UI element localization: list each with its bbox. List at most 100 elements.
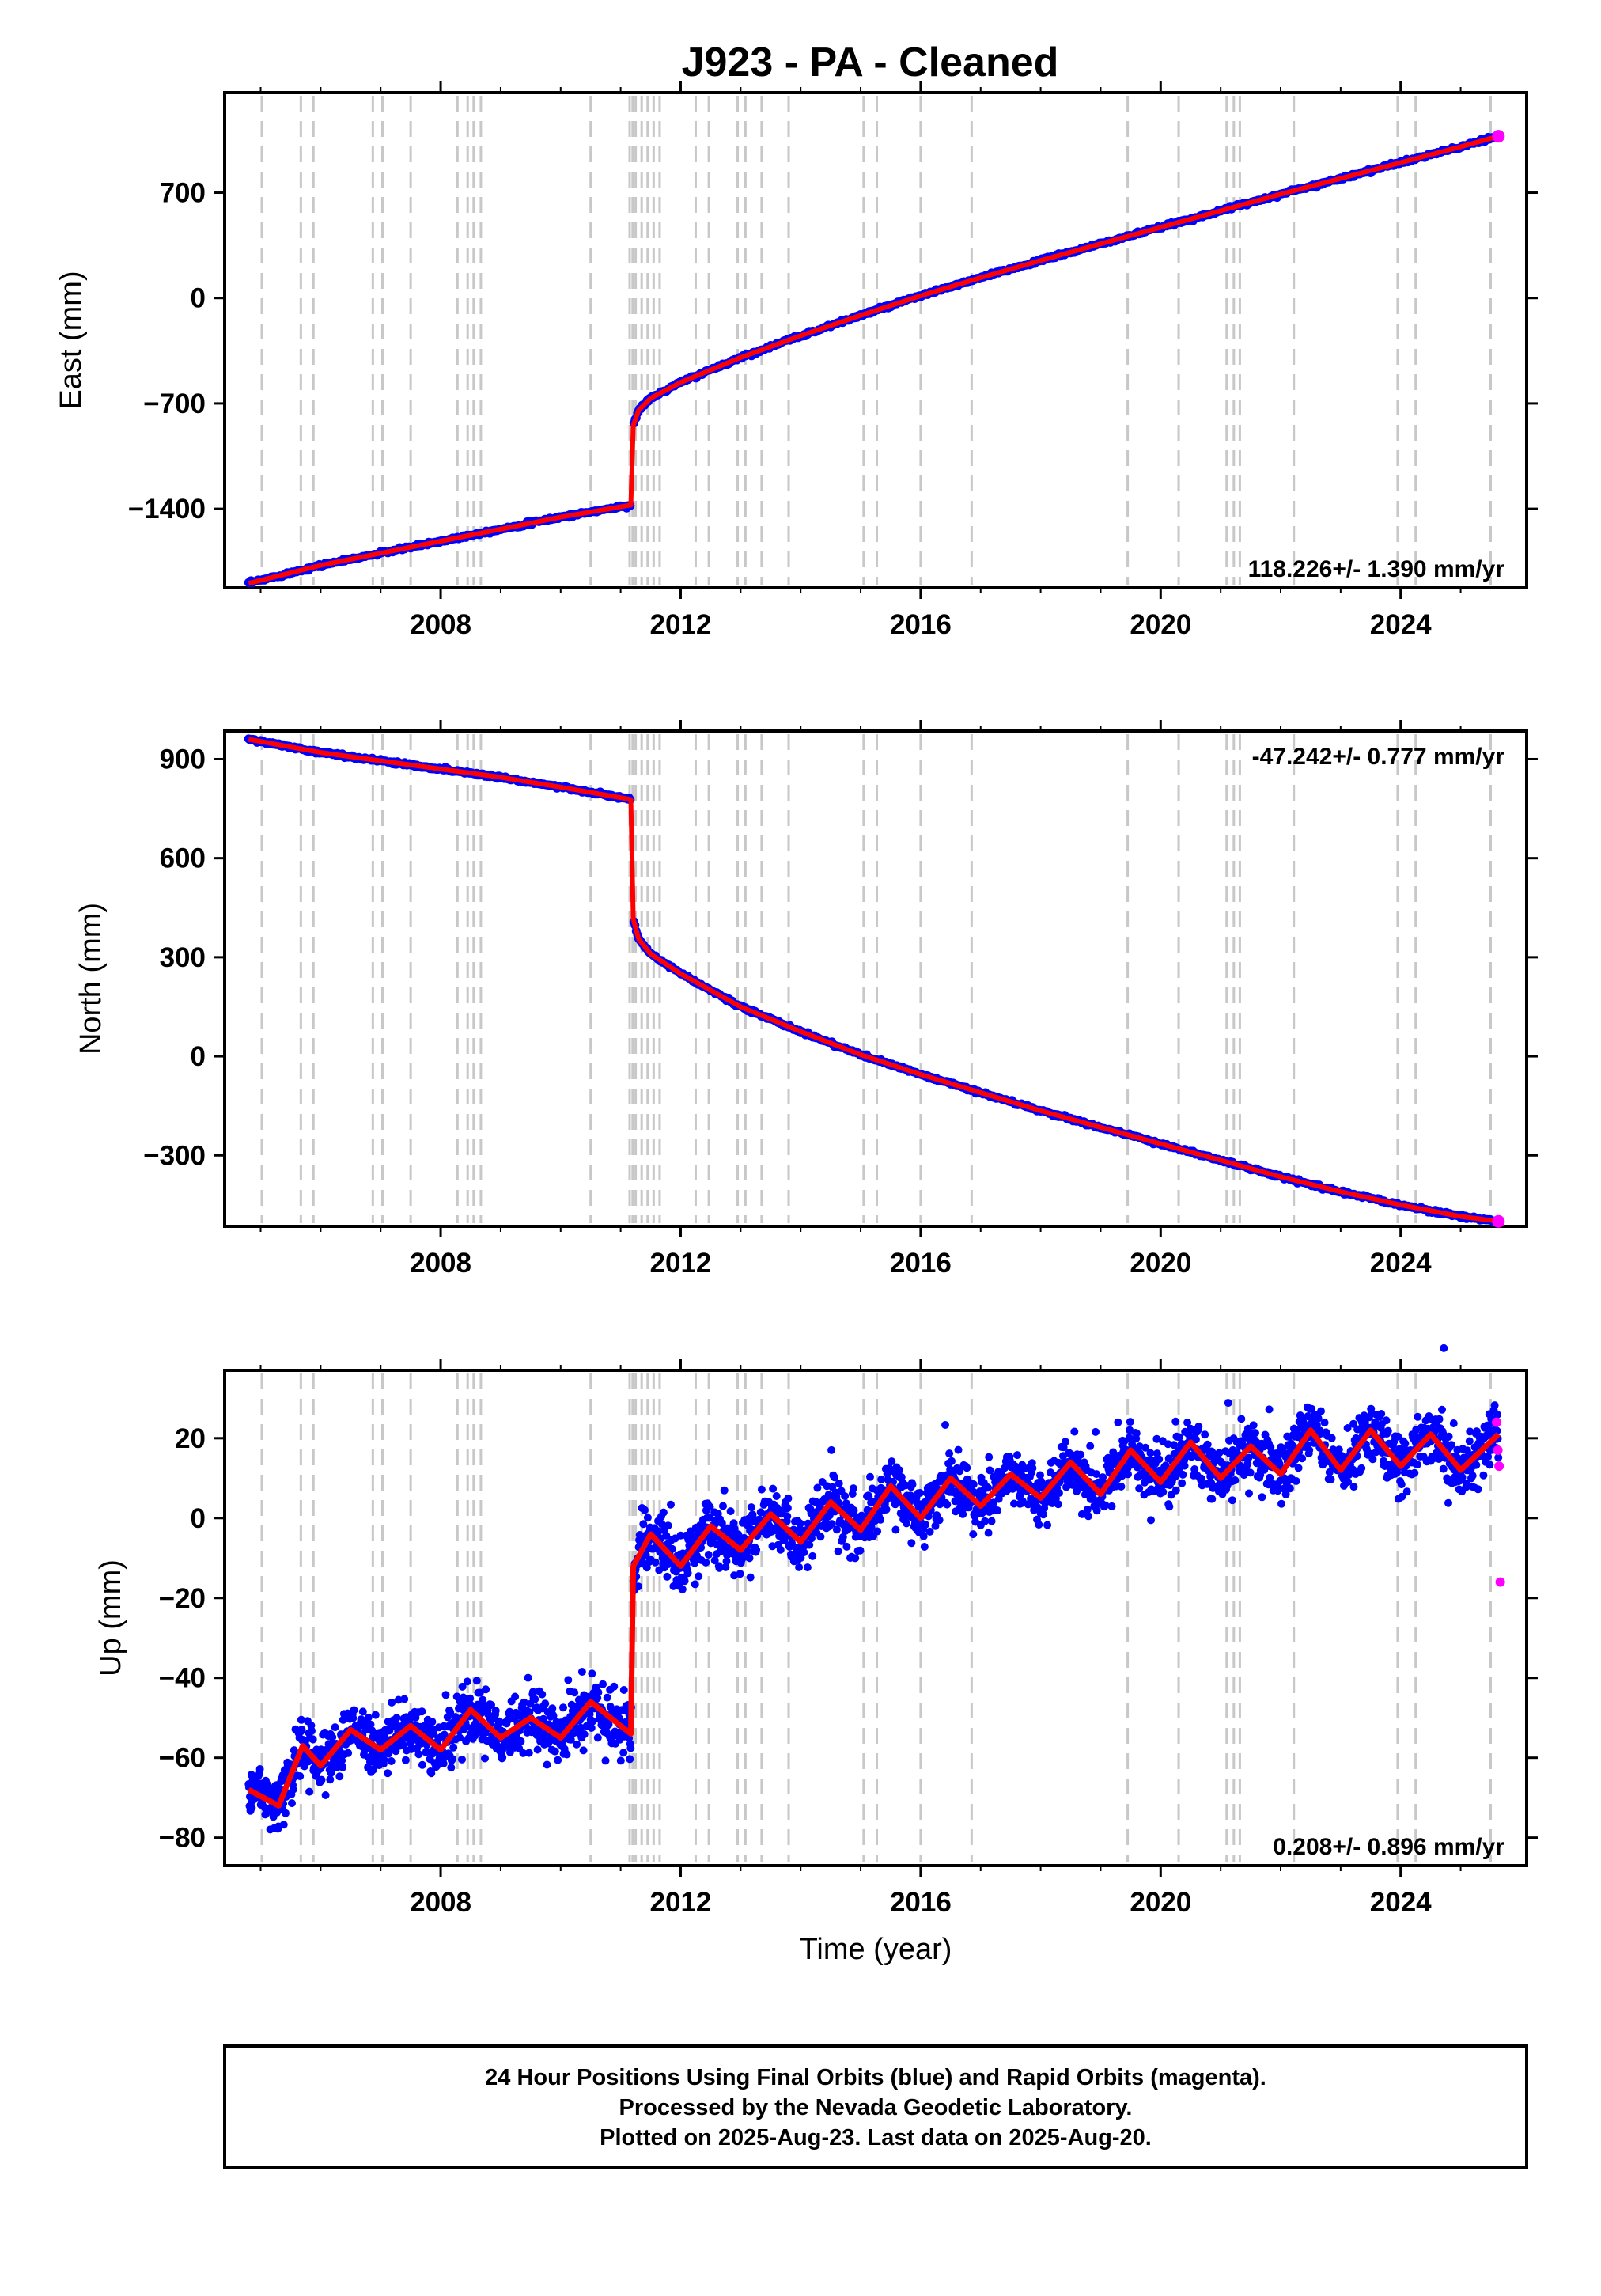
up-position-point — [384, 1769, 392, 1778]
up-position-point — [1277, 1499, 1285, 1508]
up-position-point — [498, 1753, 507, 1762]
east-rate-label: 118.226+/- 1.390 mm/yr — [1248, 556, 1505, 582]
up-position-point — [568, 1730, 577, 1739]
up-position-point — [745, 1554, 754, 1563]
up-position-point — [987, 1517, 996, 1525]
up-position-point — [1092, 1506, 1101, 1515]
up-position-point — [1194, 1423, 1203, 1431]
up-position-point — [531, 1695, 539, 1703]
up-position-point — [1147, 1516, 1155, 1525]
up-position-point — [664, 1521, 672, 1530]
up-position-point — [401, 1756, 410, 1764]
up-position-point — [1039, 1510, 1047, 1519]
east-xtick-label-0: 2008 — [410, 609, 471, 640]
up-position-point — [288, 1799, 296, 1808]
up-position-point — [308, 1726, 316, 1735]
up-position-point — [1243, 1460, 1252, 1468]
up-position-point — [1305, 1445, 1314, 1454]
north-model-curve — [248, 737, 1499, 1224]
up-position-point — [282, 1809, 290, 1817]
up-position-point — [948, 1457, 956, 1465]
up-position-point — [831, 1473, 838, 1482]
up-position-point — [579, 1746, 588, 1755]
up-position-point — [1393, 1468, 1402, 1476]
up-position-point — [297, 1726, 306, 1733]
up-position-point — [1054, 1500, 1062, 1509]
up-position-point — [601, 1756, 610, 1765]
up-position-point — [1377, 1410, 1386, 1418]
up-position-point — [873, 1527, 882, 1536]
up-position-point — [599, 1680, 607, 1688]
up-position-point — [1357, 1464, 1366, 1472]
up-position-point — [458, 1682, 467, 1691]
up-position-point — [1013, 1451, 1021, 1460]
up-position-point — [1292, 1477, 1300, 1485]
up-position-point — [279, 1821, 288, 1829]
up-position-point — [387, 1757, 396, 1765]
up-position-point — [816, 1533, 825, 1541]
up-ytick-label-3: −20 — [159, 1583, 206, 1614]
north-xtick-label-2: 2016 — [890, 1248, 952, 1279]
up-position-point — [680, 1577, 689, 1586]
up-position-point — [326, 1775, 335, 1784]
up-position-point — [511, 1692, 520, 1701]
up-position-point — [956, 1467, 964, 1476]
up-position-point — [1203, 1440, 1212, 1449]
east-ytick-label-2: 0 — [191, 283, 206, 314]
up-position-point — [588, 1669, 596, 1678]
up-position-point — [959, 1510, 967, 1518]
up-position-point — [678, 1585, 687, 1593]
north-xtick-label-4: 2024 — [1370, 1248, 1432, 1279]
up-position-point — [715, 1563, 724, 1572]
up-position-point — [520, 1698, 528, 1707]
up-position-point — [1260, 1465, 1269, 1474]
up-panel: 2008 2012 2016 2020 2024−80−60−40−200200.208… — [94, 1343, 1538, 1918]
up-position-point — [920, 1543, 929, 1551]
up-position-point — [1183, 1419, 1192, 1426]
up-position-point — [1298, 1454, 1307, 1463]
up-position-point — [1165, 1502, 1174, 1511]
up-position-point — [1215, 1449, 1224, 1457]
up-position-point — [317, 1775, 326, 1784]
up-position-point — [505, 1707, 514, 1716]
north-ytick-label-3: 600 — [160, 843, 206, 874]
up-position-point — [907, 1539, 916, 1548]
up-ytick-label-4: 0 — [191, 1503, 206, 1534]
up-position-point — [803, 1563, 812, 1572]
up-position-point — [757, 1485, 766, 1494]
up-position-point — [835, 1480, 843, 1487]
up-position-point — [1092, 1470, 1101, 1479]
up-position-point — [657, 1520, 666, 1529]
up-position-point — [593, 1733, 602, 1742]
up-position-point — [720, 1486, 729, 1495]
up-position-point — [832, 1525, 841, 1534]
up-position-point — [407, 1745, 415, 1753]
up-position-point — [805, 1540, 814, 1549]
up-ytick-label-1: −60 — [159, 1743, 206, 1774]
up-position-point — [321, 1791, 330, 1799]
up-position-point — [1124, 1470, 1132, 1479]
up-position-point — [954, 1445, 963, 1454]
up-position-point — [1317, 1407, 1325, 1415]
up-position-point — [1077, 1450, 1085, 1459]
up-position-point — [364, 1713, 373, 1722]
up-position-point — [752, 1545, 761, 1554]
up-position-point — [344, 1749, 353, 1757]
up-position-point — [705, 1514, 713, 1522]
up-position-point — [1197, 1474, 1205, 1483]
up-position-point — [1320, 1419, 1329, 1427]
up-position-point — [643, 1514, 652, 1522]
up-position-point — [641, 1506, 649, 1514]
up-position-point — [1036, 1471, 1044, 1480]
up-position-point — [524, 1749, 533, 1757]
up-position-point — [642, 1551, 650, 1559]
up-position-point — [945, 1449, 954, 1458]
up-ytick-label-2: −40 — [159, 1663, 206, 1694]
chart-title: J923 - PA - Cleaned — [682, 40, 1059, 85]
up-position-point — [784, 1494, 793, 1502]
up-position-point — [339, 1763, 347, 1771]
up-position-point — [440, 1730, 449, 1739]
up-position-point — [549, 1711, 558, 1720]
